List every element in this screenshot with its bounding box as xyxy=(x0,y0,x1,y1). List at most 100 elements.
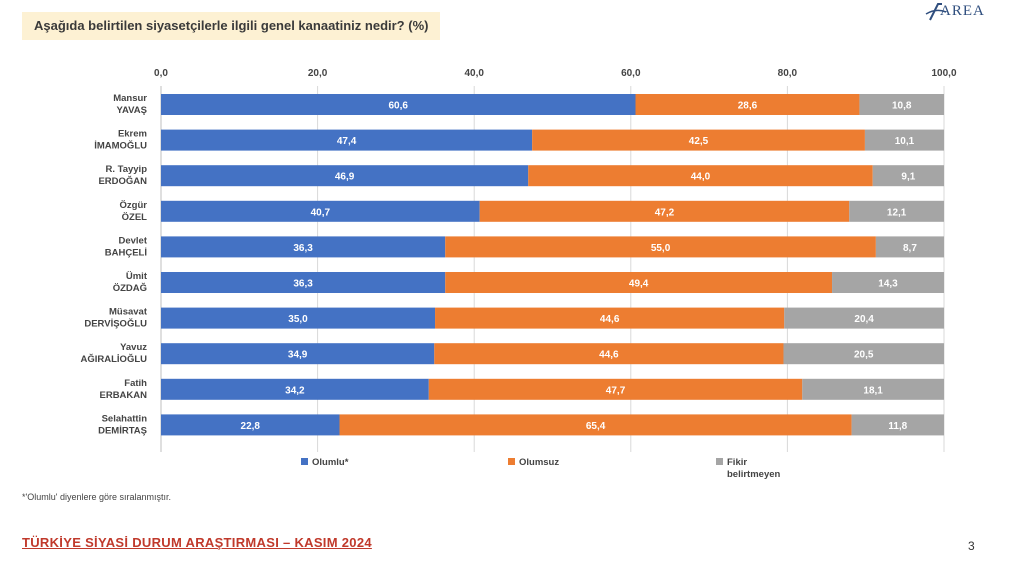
bar-segment xyxy=(161,272,446,293)
data-label: 34,9 xyxy=(288,350,308,361)
bar-segment xyxy=(434,343,784,365)
category-label-last: ÖZDAĞ xyxy=(113,282,147,294)
category-label-last: ÖZEL xyxy=(122,212,148,223)
category-label-first: Mansur xyxy=(113,93,147,104)
category-label-first: Özgür xyxy=(120,200,148,211)
data-label: 18,1 xyxy=(863,385,883,396)
data-label: 22,8 xyxy=(241,421,261,432)
data-label: 46,9 xyxy=(335,172,355,183)
legend-label: Fikir xyxy=(727,457,747,468)
category-label-first: Devlet xyxy=(118,235,147,246)
bar-segment xyxy=(161,165,529,187)
bar-segment xyxy=(445,272,833,293)
data-label: 10,1 xyxy=(895,136,915,147)
chart-title: Aşağıda belirtilen siyasetçilerle ilgili… xyxy=(22,12,441,40)
x-tick-label: 40,0 xyxy=(464,68,484,79)
data-label: 42,5 xyxy=(689,136,709,147)
x-tick-label: 0,0 xyxy=(154,68,168,79)
legend-swatch xyxy=(716,458,723,465)
bar-segment xyxy=(783,343,944,365)
legend-label: Olumlu* xyxy=(312,457,349,468)
bar-segment xyxy=(428,378,803,400)
bar-segment xyxy=(435,307,785,329)
stacked-bar-chart: 0,0 20,0 40,0 60,0 80,0 100,0 60,6 28,6 10,8 Mans… xyxy=(81,68,957,480)
data-label: 12,1 xyxy=(887,207,907,218)
category-label-last: İMAMOĞLU xyxy=(94,140,147,152)
x-tick-label: 60,0 xyxy=(621,68,641,79)
data-label: 47,4 xyxy=(337,136,357,147)
category-label-first: Müsavat xyxy=(109,307,148,318)
bar-segment xyxy=(532,129,865,151)
data-label: 14,3 xyxy=(878,279,898,290)
bar-segment xyxy=(161,94,636,115)
bar-segment xyxy=(161,200,480,222)
data-label: 55,0 xyxy=(651,243,671,254)
data-label: 11,8 xyxy=(888,421,907,432)
area-logo-icon xyxy=(925,3,947,21)
bar-segment xyxy=(864,129,944,151)
data-label: 44,6 xyxy=(600,314,620,325)
bar-segment xyxy=(161,343,435,365)
category-label-last: ERBAKAN xyxy=(100,390,148,401)
category-label-first: Ekrem xyxy=(118,129,147,140)
category-label-last: DEMİRTAŞ xyxy=(98,425,147,436)
bar-segment xyxy=(802,378,944,400)
bar-segment xyxy=(161,129,533,151)
data-label: 36,3 xyxy=(293,243,313,254)
page-number: 3 xyxy=(968,539,975,553)
data-label: 47,7 xyxy=(606,385,626,396)
data-label: 49,4 xyxy=(629,279,649,290)
bar-segment xyxy=(161,236,446,258)
x-tick-label: 20,0 xyxy=(308,68,328,79)
bar-segment xyxy=(849,200,944,222)
data-label: 9,1 xyxy=(901,172,915,183)
footnote: *'Olumlu' diyenlere göre sıralanmıştır. xyxy=(22,492,171,502)
bar-segment xyxy=(161,414,340,436)
x-tick-label: 80,0 xyxy=(778,68,798,79)
data-label: 28,6 xyxy=(738,101,758,112)
legend-swatch xyxy=(301,458,308,465)
bar-segment xyxy=(832,272,944,293)
x-tick-label: 100,0 xyxy=(931,68,956,79)
legend-label: belirtmeyen xyxy=(727,469,781,480)
category-label-first: Yavuz xyxy=(120,342,147,353)
bar-segment xyxy=(872,165,944,187)
data-label: 40,7 xyxy=(311,207,331,218)
logo-text: AREA xyxy=(940,3,985,19)
bar-segment xyxy=(339,414,852,436)
bar-segment xyxy=(528,165,873,187)
bar-segment xyxy=(875,236,944,258)
bar-segment xyxy=(161,378,429,400)
footer-title: TÜRKİYE SİYASİ DURUM ARAŞTIRMASI – KASIM… xyxy=(22,535,372,550)
data-label: 36,3 xyxy=(293,279,313,290)
bar-segment xyxy=(635,94,860,115)
category-label-first: Selahattin xyxy=(102,413,148,424)
category-label-last: YAVAŞ xyxy=(117,105,147,116)
bar-segment xyxy=(479,200,850,222)
data-label: 8,7 xyxy=(903,243,917,254)
category-label-first: Fatih xyxy=(124,378,147,389)
data-label: 65,4 xyxy=(586,421,606,432)
data-label: 35,0 xyxy=(288,314,308,325)
bar-segment xyxy=(859,94,944,115)
category-label-last: DERVİŞOĞLU xyxy=(84,318,147,330)
bar-segment xyxy=(161,307,436,329)
bar-segment xyxy=(784,307,944,329)
data-label: 34,2 xyxy=(285,385,305,396)
category-label-last: ERDOĞAN xyxy=(98,175,147,187)
data-label: 10,8 xyxy=(892,101,912,112)
bar-segment xyxy=(445,236,876,258)
legend-label: Olumsuz xyxy=(519,457,559,468)
data-label: 60,6 xyxy=(389,101,409,112)
data-label: 44,0 xyxy=(691,172,711,183)
category-label-first: Ümit xyxy=(126,271,148,282)
legend-swatch xyxy=(508,458,515,465)
data-label: 20,4 xyxy=(854,314,874,325)
category-label-last: BAHÇELİ xyxy=(105,247,147,258)
data-label: 20,5 xyxy=(854,350,874,361)
data-label: 47,2 xyxy=(655,207,675,218)
category-label-first: R. Tayyip xyxy=(105,164,147,175)
category-label-last: AĞIRALİOĞLU xyxy=(81,353,148,365)
data-label: 44,6 xyxy=(599,350,619,361)
bar-segment xyxy=(851,414,944,436)
